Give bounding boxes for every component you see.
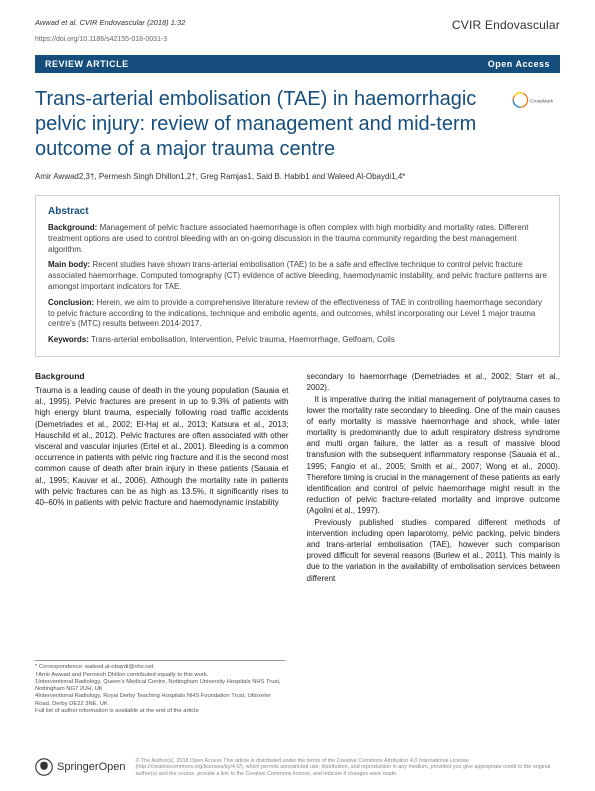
background-heading: Background <box>35 371 289 383</box>
corr-affiliation: 1Interventional Radiology, Queen's Medic… <box>35 679 285 693</box>
abstract-box: Abstract Background: Management of pelvi… <box>35 195 560 357</box>
springer-icon <box>35 758 53 776</box>
corr-note: Full list of author information is avail… <box>35 708 285 715</box>
open-access-label: Open Access <box>488 59 550 69</box>
article-title: Trans-arterial embolisation (TAE) in hae… <box>35 87 502 162</box>
article-type-banner: REVIEW ARTICLE Open Access <box>35 55 560 73</box>
doi-link[interactable]: https://doi.org/10.1186/s42155-018-0031-… <box>0 36 595 43</box>
abstract-heading: Abstract <box>48 206 547 217</box>
citation-text: Awwad et al. CVIR Endovascular (2018) 1:… <box>35 18 185 32</box>
abstract-mainbody: Main body: Recent studies have shown tra… <box>48 260 547 292</box>
keywords: Keywords: Trans-arterial embolisation, I… <box>48 335 547 344</box>
right-column: secondary to haemorrhage (Demetriades et… <box>307 371 561 584</box>
left-column: Background Trauma is a leading cause of … <box>35 371 289 584</box>
body-paragraph: Previously published studies compared di… <box>307 517 561 584</box>
article-type-label: REVIEW ARTICLE <box>45 59 129 69</box>
corr-affiliation: 4Interventional Radiology, Royal Derby T… <box>35 693 285 707</box>
springer-open-logo[interactable]: SpringerOpen <box>35 758 126 776</box>
body-paragraph: Trauma is a leading cause of death in th… <box>35 385 289 508</box>
journal-name: CVIR Endovascular <box>452 18 560 32</box>
corr-contribution: †Amir Awwad and Permesh Dhillon contribu… <box>35 672 285 679</box>
page-footer: SpringerOpen © The Author(s). 2018 Open … <box>35 758 560 777</box>
authors-list: Amir Awwad2,3†, Permesh Singh Dhillon1,2… <box>0 162 595 181</box>
correspondence-block: * Correspondence: waleed.al-obaydi@nhs.n… <box>35 660 285 715</box>
license-text: © The Author(s). 2018 Open Access This a… <box>136 758 561 777</box>
abstract-conclusion: Conclusion: Herein, we aim to provide a … <box>48 298 547 330</box>
body-paragraph: secondary to haemorrhage (Demetriades et… <box>307 371 561 393</box>
svg-text:CrossMark: CrossMark <box>530 98 554 104</box>
body-paragraph: It is imperative during the initial mana… <box>307 394 561 517</box>
abstract-background: Background: Management of pelvic fractur… <box>48 223 547 255</box>
crossmark-icon[interactable]: CrossMark <box>512 91 560 109</box>
corr-email[interactable]: * Correspondence: waleed.al-obaydi@nhs.n… <box>35 664 285 671</box>
